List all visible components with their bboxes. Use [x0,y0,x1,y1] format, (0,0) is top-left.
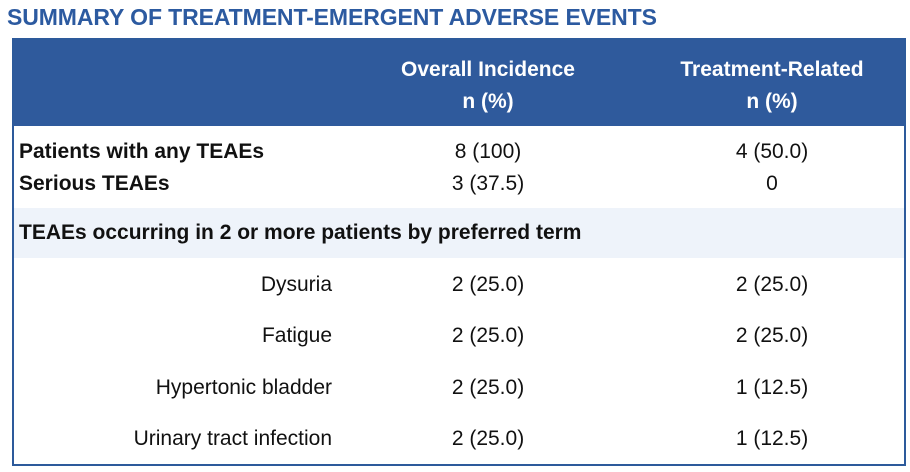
treatment-related-value: 1 (12.5) [735,427,809,450]
overall-incidence-value: 3 (37.5) [451,172,525,195]
column-header-overall-incidence: Overall Incidence n (%) [338,54,638,118]
table-row: Hypertonic bladder 2 (25.0) 1 (12.5) [14,373,904,403]
page-title: SUMMARY OF TREATMENT-EMERGENT ADVERSE EV… [7,4,657,30]
column-header-related-unit: n (%) [746,90,798,113]
preferred-term-label: Fatigue [261,324,332,347]
table-row: Urinary tract infection 2 (25.0) 1 (12.5… [14,424,904,454]
overall-incidence-value: 2 (25.0) [451,324,525,347]
preferred-term-label: Dysuria [260,273,332,296]
treatment-related-value: 2 (25.0) [735,273,809,296]
column-header-related-title: Treatment-Related [680,58,864,81]
table-row: Dysuria 2 (25.0) 2 (25.0) [14,270,904,300]
table-row: Serious TEAEs 3 (37.5) 0 [14,169,904,199]
overall-incidence-value: 8 (100) [454,140,522,163]
treatment-related-value: 0 [766,172,778,195]
column-header-overall-unit: n (%) [462,90,514,113]
overall-incidence-value: 2 (25.0) [451,427,525,450]
adverse-events-table: Overall Incidence n (%) Treatment-Relate… [12,38,906,466]
section-header: TEAEs occurring in 2 or more patients by… [14,208,904,258]
overall-incidence-value: 2 (25.0) [451,376,525,399]
preferred-term-label: Urinary tract infection [133,427,332,450]
table-header: Overall Incidence n (%) Treatment-Relate… [14,40,904,126]
section-label: TEAEs occurring in 2 or more patients by… [19,221,582,244]
treatment-related-value: 4 (50.0) [735,140,809,163]
overall-incidence-value: 2 (25.0) [451,273,525,296]
row-label: Patients with any TEAEs [19,140,265,163]
table-row: Fatigue 2 (25.0) 2 (25.0) [14,321,904,351]
table-row: Patients with any TEAEs 8 (100) 4 (50.0) [14,137,904,167]
treatment-related-value: 2 (25.0) [735,324,809,347]
row-label: Serious TEAEs [19,172,170,195]
column-header-overall-title: Overall Incidence [401,58,575,81]
column-header-treatment-related: Treatment-Related n (%) [622,54,910,118]
treatment-related-value: 1 (12.5) [735,376,809,399]
preferred-term-label: Hypertonic bladder [155,376,332,399]
